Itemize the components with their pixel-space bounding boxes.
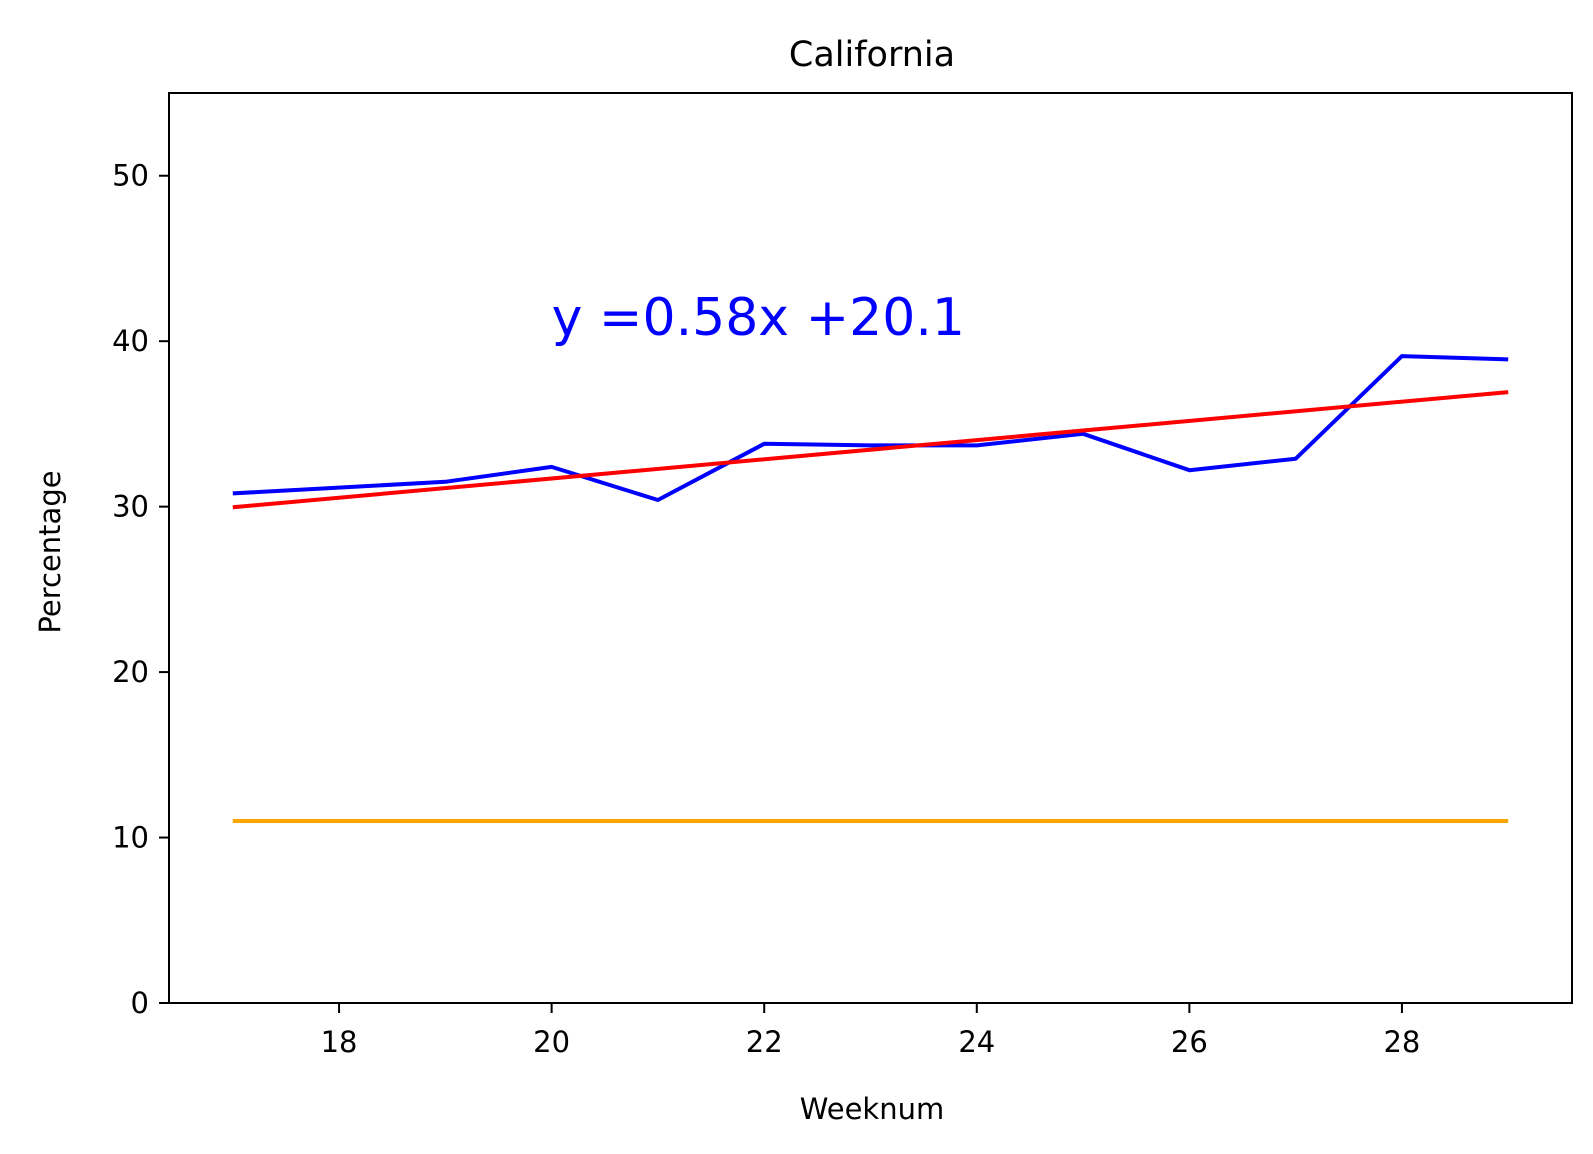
x-tick-label: 20 (533, 1025, 570, 1059)
x-tick-label: 26 (1171, 1025, 1208, 1059)
y-tick-label: 0 (131, 986, 149, 1020)
x-axis: 18 20 22 24 26 28 (321, 1003, 1420, 1059)
y-tick-label: 40 (112, 324, 149, 358)
y-tick-label: 50 (112, 159, 149, 193)
x-tick-label: 24 (958, 1025, 995, 1059)
series-layer (232, 354, 1509, 823)
series-line-2 (232, 390, 1509, 510)
y-tick-label: 20 (112, 655, 149, 689)
series-line-1 (232, 354, 1509, 502)
y-tick-label: 10 (112, 821, 149, 855)
y-axis: 0 10 20 30 40 50 (112, 159, 169, 1020)
plot-frame (168, 92, 1573, 1004)
trend-equation-label: y =0.58x +20.1 (552, 288, 965, 348)
y-tick-label: 30 (112, 490, 149, 524)
x-tick-label: 28 (1383, 1025, 1420, 1059)
chart-title: California (789, 35, 955, 75)
x-axis-title: Weeknum (800, 1092, 944, 1126)
x-tick-label: 22 (746, 1025, 783, 1059)
x-tick-label: 18 (321, 1025, 358, 1059)
y-axis-title: Percentage (33, 470, 67, 633)
